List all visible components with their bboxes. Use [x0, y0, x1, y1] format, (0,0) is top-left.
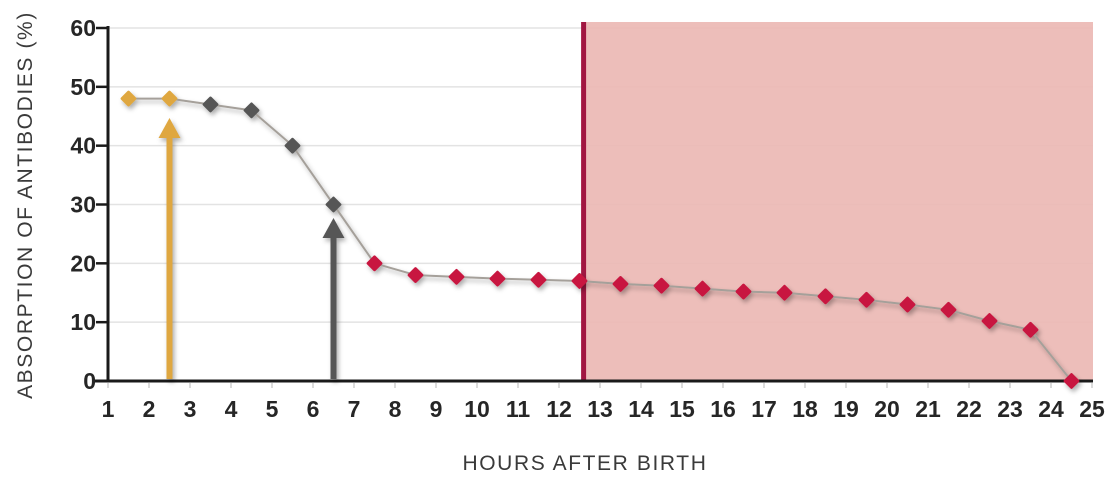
data-point-marker — [694, 280, 711, 297]
y-tick-label-0: 0 — [83, 368, 96, 394]
x-tick-label-17: 17 — [751, 396, 777, 422]
x-tick-label-8: 8 — [389, 396, 402, 422]
x-tick-label-19: 19 — [833, 396, 859, 422]
y-tick-label-10: 10 — [70, 309, 96, 335]
data-point-marker — [612, 276, 629, 292]
x-tick-label-14: 14 — [628, 396, 654, 422]
x-tick-label-21: 21 — [915, 396, 941, 422]
data-point-marker — [735, 283, 752, 300]
data-point-marker — [407, 267, 424, 283]
x-axis-title: HOURS AFTER BIRTH — [462, 452, 707, 475]
y-axis-title: ABSORPTION OF ANTIBODIES (%) — [14, 11, 37, 399]
x-tick-label-1: 1 — [102, 396, 115, 422]
annotation-arrows-layer — [158, 118, 345, 379]
x-tick-label-5: 5 — [266, 396, 279, 422]
shaded-region-layer — [583, 22, 1093, 381]
x-tick-label-3: 3 — [184, 396, 197, 422]
data-point-marker — [161, 90, 178, 107]
x-tick-label-10: 10 — [464, 396, 490, 422]
y-tick-label-60: 60 — [70, 15, 96, 41]
data-point-marker — [571, 273, 588, 289]
data-point-marker — [202, 96, 219, 113]
data-point-marker — [489, 270, 506, 287]
data-point-marker — [940, 301, 957, 318]
gray-arrow — [322, 218, 345, 379]
x-tick-label-6: 6 — [307, 396, 320, 422]
y-tick-label-30: 30 — [70, 192, 96, 218]
data-point-marker — [366, 255, 383, 272]
data-point-marker — [858, 291, 875, 308]
data-point-marker — [899, 296, 916, 313]
y-tick-label-20: 20 — [70, 250, 96, 276]
y-tick-label-40: 40 — [70, 133, 96, 159]
gold-arrow-head — [158, 118, 181, 139]
data-point-marker — [448, 269, 465, 285]
data-point-marker — [981, 313, 998, 329]
gold-arrow — [158, 118, 181, 379]
series-layer — [120, 90, 1080, 389]
data-point-marker — [530, 271, 547, 288]
y-tick-label-50: 50 — [70, 74, 96, 100]
x-tick-label-22: 22 — [956, 396, 982, 422]
x-tick-label-7: 7 — [348, 396, 361, 422]
x-tick-label-9: 9 — [430, 396, 443, 422]
x-tick-label-20: 20 — [874, 396, 900, 422]
axes-layer — [94, 26, 1093, 388]
data-point-marker — [325, 196, 342, 213]
x-tick-label-15: 15 — [669, 396, 695, 422]
x-tick-label-12: 12 — [546, 396, 572, 422]
data-point-marker — [1063, 373, 1080, 389]
data-point-marker — [653, 277, 670, 294]
data-point-marker — [1022, 321, 1039, 338]
x-tick-label-25: 25 — [1079, 396, 1105, 422]
x-tick-label-13: 13 — [587, 396, 613, 422]
shaded-region — [583, 22, 1093, 381]
x-tick-label-2: 2 — [143, 396, 156, 422]
data-point-marker — [817, 288, 834, 305]
x-tick-label-16: 16 — [710, 396, 736, 422]
x-tick-label-11: 11 — [506, 396, 531, 422]
x-tick-label-23: 23 — [997, 396, 1023, 422]
data-point-marker — [243, 102, 260, 119]
data-point-marker — [776, 284, 793, 301]
x-tick-label-18: 18 — [792, 396, 818, 422]
x-tick-label-4: 4 — [225, 396, 238, 422]
x-tick-label-24: 24 — [1038, 396, 1064, 422]
data-point-marker — [284, 137, 301, 154]
data-point-marker — [120, 90, 137, 107]
gray-arrow-head — [322, 218, 345, 239]
